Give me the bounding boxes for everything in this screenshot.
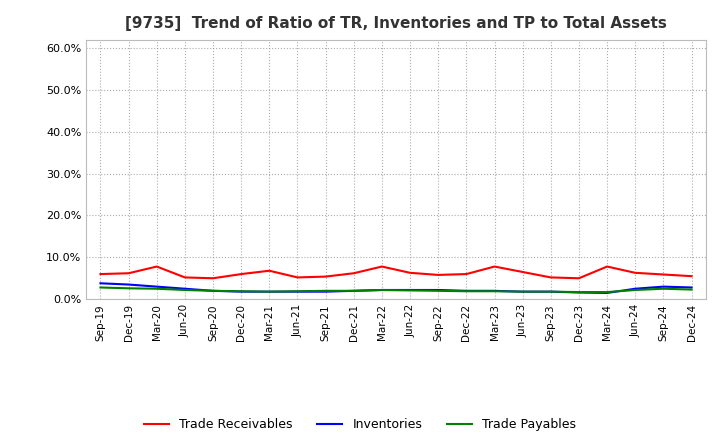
- Inventories: [181, 286, 189, 291]
- Inventories: [293, 289, 302, 294]
- Trade Receivables: [546, 275, 555, 280]
- Inventories: [434, 287, 443, 293]
- Trade Payables: [237, 289, 246, 294]
- Line: Trade Receivables: Trade Receivables: [101, 267, 691, 278]
- Trade Receivables: [96, 271, 105, 277]
- Inventories: [546, 289, 555, 294]
- Trade Receivables: [125, 271, 133, 276]
- Title: [9735]  Trend of Ratio of TR, Inventories and TP to Total Assets: [9735] Trend of Ratio of TR, Inventories…: [125, 16, 667, 32]
- Inventories: [209, 288, 217, 293]
- Legend: Trade Receivables, Inventories, Trade Payables: Trade Receivables, Inventories, Trade Pa…: [139, 413, 581, 436]
- Trade Receivables: [659, 272, 667, 277]
- Trade Payables: [125, 286, 133, 291]
- Inventories: [687, 285, 696, 290]
- Inventories: [125, 282, 133, 287]
- Trade Receivables: [293, 275, 302, 280]
- Inventories: [265, 289, 274, 294]
- Trade Payables: [575, 290, 583, 295]
- Inventories: [153, 284, 161, 289]
- Trade Payables: [96, 285, 105, 290]
- Trade Receivables: [518, 269, 527, 275]
- Inventories: [96, 281, 105, 286]
- Inventories: [603, 290, 611, 296]
- Trade Payables: [687, 287, 696, 292]
- Trade Receivables: [209, 275, 217, 281]
- Inventories: [377, 287, 386, 293]
- Trade Payables: [181, 287, 189, 293]
- Trade Payables: [406, 288, 415, 293]
- Trade Receivables: [377, 264, 386, 269]
- Trade Receivables: [462, 271, 471, 277]
- Trade Receivables: [575, 275, 583, 281]
- Inventories: [406, 287, 415, 293]
- Inventories: [575, 290, 583, 295]
- Trade Receivables: [603, 264, 611, 269]
- Inventories: [321, 289, 330, 294]
- Trade Receivables: [237, 271, 246, 277]
- Inventories: [490, 288, 499, 293]
- Trade Receivables: [321, 274, 330, 279]
- Inventories: [631, 286, 639, 291]
- Trade Payables: [490, 289, 499, 294]
- Inventories: [659, 284, 667, 289]
- Inventories: [518, 289, 527, 294]
- Trade Receivables: [406, 270, 415, 275]
- Trade Receivables: [631, 270, 639, 275]
- Trade Receivables: [153, 264, 161, 269]
- Trade Payables: [209, 288, 217, 293]
- Trade Receivables: [349, 271, 358, 276]
- Trade Payables: [631, 287, 639, 293]
- Trade Payables: [349, 288, 358, 293]
- Trade Receivables: [181, 275, 189, 280]
- Trade Payables: [462, 289, 471, 294]
- Trade Payables: [603, 290, 611, 295]
- Inventories: [237, 289, 246, 294]
- Trade Payables: [546, 289, 555, 294]
- Trade Receivables: [265, 268, 274, 273]
- Trade Payables: [293, 289, 302, 294]
- Trade Payables: [518, 289, 527, 294]
- Line: Trade Payables: Trade Payables: [101, 287, 691, 292]
- Trade Payables: [153, 286, 161, 291]
- Line: Inventories: Inventories: [101, 283, 691, 293]
- Trade Payables: [659, 286, 667, 291]
- Trade Payables: [434, 288, 443, 293]
- Trade Receivables: [434, 272, 443, 278]
- Trade Receivables: [490, 264, 499, 269]
- Trade Payables: [377, 287, 386, 293]
- Trade Payables: [321, 288, 330, 293]
- Trade Receivables: [687, 274, 696, 279]
- Inventories: [462, 288, 471, 293]
- Trade Payables: [265, 289, 274, 294]
- Inventories: [349, 288, 358, 293]
